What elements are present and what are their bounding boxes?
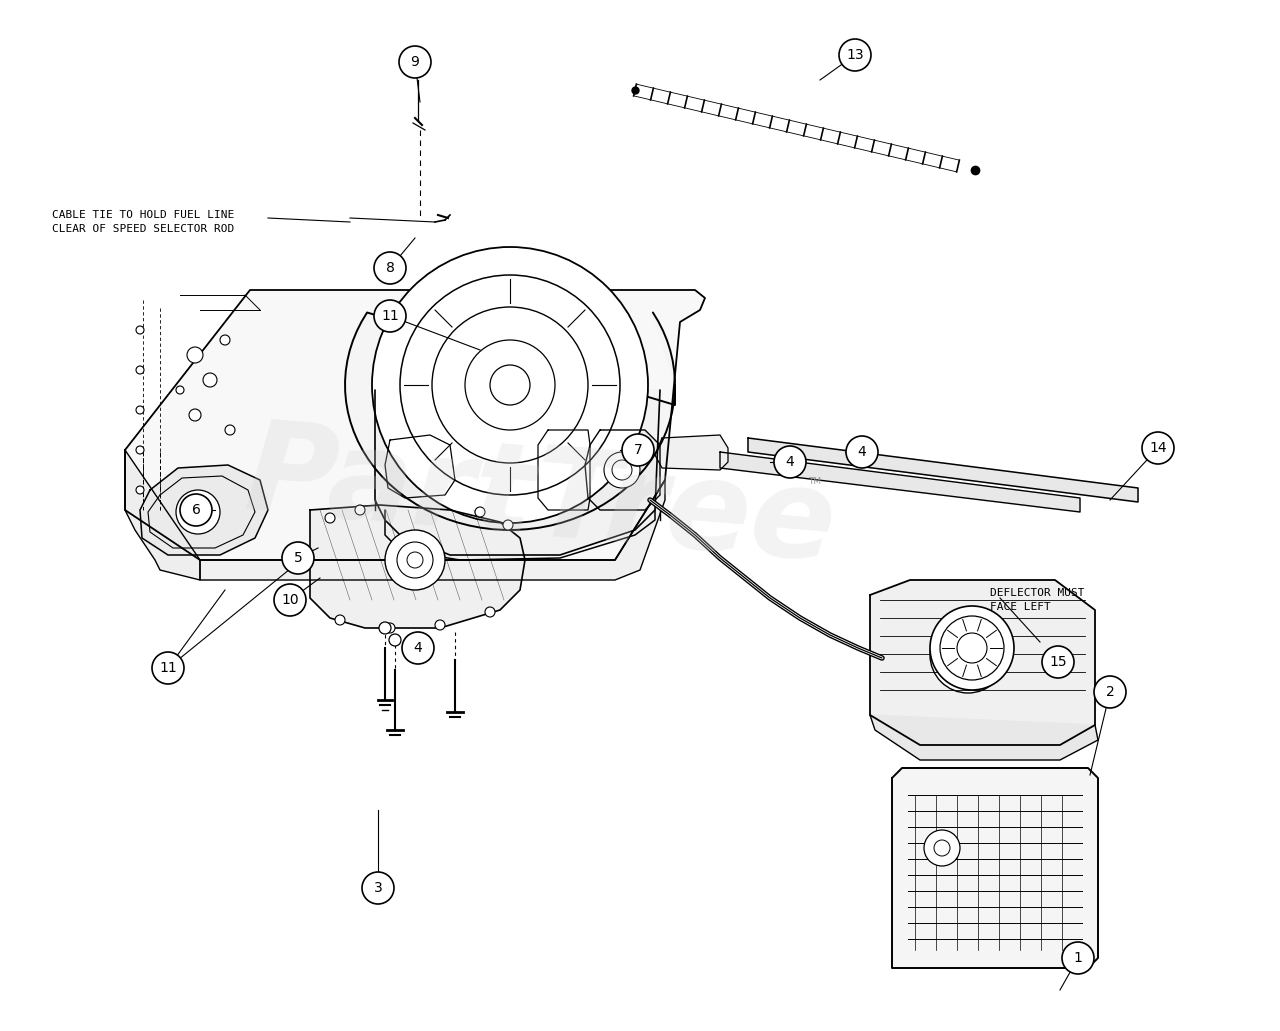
Circle shape xyxy=(136,366,143,374)
Circle shape xyxy=(465,340,556,430)
Text: PartTree: PartTree xyxy=(239,413,840,586)
Text: 7: 7 xyxy=(634,443,643,457)
Text: 15: 15 xyxy=(1050,655,1066,669)
Circle shape xyxy=(957,633,987,663)
Polygon shape xyxy=(892,768,1098,968)
Circle shape xyxy=(503,520,513,530)
Circle shape xyxy=(136,326,143,334)
Polygon shape xyxy=(310,505,525,628)
Polygon shape xyxy=(585,430,660,510)
Circle shape xyxy=(374,300,406,332)
Circle shape xyxy=(475,507,485,517)
Circle shape xyxy=(622,434,654,466)
Circle shape xyxy=(136,446,143,454)
Circle shape xyxy=(490,365,530,405)
Circle shape xyxy=(943,630,993,680)
Circle shape xyxy=(1042,646,1074,678)
Circle shape xyxy=(225,425,236,435)
Circle shape xyxy=(189,409,201,421)
Circle shape xyxy=(282,542,314,574)
Circle shape xyxy=(136,406,143,414)
Circle shape xyxy=(335,616,346,625)
Circle shape xyxy=(379,622,390,634)
Polygon shape xyxy=(385,435,454,498)
Circle shape xyxy=(180,494,212,526)
Circle shape xyxy=(177,490,220,534)
Circle shape xyxy=(1062,942,1094,974)
Circle shape xyxy=(362,872,394,904)
Circle shape xyxy=(389,634,401,646)
Text: 14: 14 xyxy=(1149,441,1167,455)
Polygon shape xyxy=(870,716,1098,760)
Polygon shape xyxy=(719,452,1080,512)
Circle shape xyxy=(372,247,648,523)
Polygon shape xyxy=(870,580,1094,745)
Circle shape xyxy=(204,373,218,387)
Circle shape xyxy=(186,500,210,524)
Text: 9: 9 xyxy=(411,55,420,69)
Circle shape xyxy=(924,830,960,866)
Polygon shape xyxy=(748,438,1138,502)
Polygon shape xyxy=(538,430,590,510)
Polygon shape xyxy=(655,435,728,470)
Circle shape xyxy=(325,513,335,523)
Circle shape xyxy=(355,505,365,516)
Text: 8: 8 xyxy=(385,261,394,275)
Text: 4: 4 xyxy=(786,455,795,469)
Text: 4: 4 xyxy=(858,445,867,459)
Circle shape xyxy=(774,446,806,478)
Circle shape xyxy=(136,486,143,494)
Text: TM: TM xyxy=(808,477,822,487)
Polygon shape xyxy=(125,290,705,560)
Circle shape xyxy=(1142,432,1174,464)
Polygon shape xyxy=(125,450,200,580)
Circle shape xyxy=(187,347,204,363)
Text: 1: 1 xyxy=(1074,951,1083,965)
Text: 3: 3 xyxy=(374,882,383,895)
Circle shape xyxy=(931,617,1006,693)
Polygon shape xyxy=(375,390,660,555)
Circle shape xyxy=(934,840,950,856)
Text: 2: 2 xyxy=(1106,685,1115,699)
Circle shape xyxy=(177,386,184,394)
Circle shape xyxy=(399,275,620,495)
Circle shape xyxy=(940,616,1004,680)
Text: 11: 11 xyxy=(159,661,177,675)
Text: 5: 5 xyxy=(293,551,302,565)
Circle shape xyxy=(485,607,495,617)
Circle shape xyxy=(604,452,640,488)
Circle shape xyxy=(397,542,433,578)
Circle shape xyxy=(385,623,396,633)
Circle shape xyxy=(1094,676,1126,708)
Circle shape xyxy=(956,643,980,667)
Text: 4: 4 xyxy=(413,641,422,655)
Polygon shape xyxy=(346,312,675,530)
Text: CABLE TIE TO HOLD FUEL LINE
CLEAR OF SPEED SELECTOR ROD: CABLE TIE TO HOLD FUEL LINE CLEAR OF SPE… xyxy=(52,210,234,234)
Circle shape xyxy=(407,552,422,568)
Text: 11: 11 xyxy=(381,309,399,323)
Circle shape xyxy=(838,39,870,71)
Circle shape xyxy=(399,46,431,78)
Circle shape xyxy=(385,530,445,590)
Circle shape xyxy=(220,335,230,345)
Text: DEFLECTOR MUST
FACE LEFT: DEFLECTOR MUST FACE LEFT xyxy=(989,588,1084,612)
Circle shape xyxy=(435,620,445,630)
Circle shape xyxy=(374,252,406,284)
Circle shape xyxy=(433,307,588,463)
Text: 13: 13 xyxy=(846,48,864,62)
Polygon shape xyxy=(140,465,268,555)
Circle shape xyxy=(846,436,878,468)
Text: 6: 6 xyxy=(192,503,201,517)
Text: 10: 10 xyxy=(282,593,298,607)
Circle shape xyxy=(612,460,632,480)
Polygon shape xyxy=(200,480,666,580)
Circle shape xyxy=(402,632,434,664)
Circle shape xyxy=(274,584,306,616)
Circle shape xyxy=(931,606,1014,690)
Circle shape xyxy=(152,652,184,684)
